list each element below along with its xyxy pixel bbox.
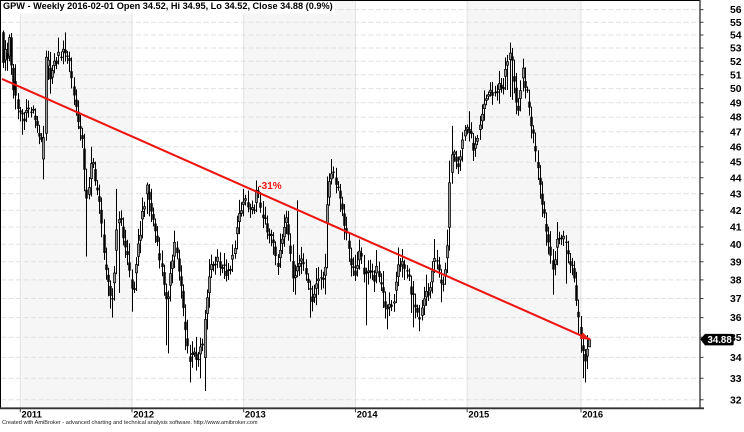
svg-text:52: 52 — [730, 57, 742, 68]
svg-text:32: 32 — [730, 395, 742, 406]
svg-text:46: 46 — [730, 142, 742, 153]
svg-text:2013: 2013 — [245, 409, 266, 420]
svg-text:43: 43 — [730, 189, 742, 200]
svg-text:56: 56 — [730, 5, 742, 16]
svg-text:47: 47 — [730, 127, 742, 138]
svg-text:50: 50 — [730, 84, 742, 95]
svg-text:55: 55 — [730, 18, 742, 29]
svg-text:38: 38 — [730, 276, 742, 287]
svg-text:37: 37 — [730, 294, 742, 305]
svg-text:49: 49 — [730, 98, 742, 109]
svg-text:2016: 2016 — [582, 409, 603, 420]
svg-text:Created with AmiBroker - advan: Created with AmiBroker - advanced charti… — [2, 420, 258, 426]
svg-text:34: 34 — [730, 353, 742, 364]
svg-text:48: 48 — [730, 113, 742, 124]
svg-text:35: 35 — [730, 333, 742, 344]
svg-text:51: 51 — [730, 70, 742, 81]
svg-text:34.88: 34.88 — [707, 335, 732, 346]
svg-text:2012: 2012 — [133, 409, 154, 420]
svg-text:2015: 2015 — [468, 409, 489, 420]
svg-text:39: 39 — [730, 257, 742, 268]
svg-text:-31%: -31% — [258, 181, 281, 192]
svg-text:42: 42 — [730, 206, 742, 217]
svg-text:40: 40 — [730, 240, 742, 251]
svg-text:54: 54 — [730, 31, 742, 42]
svg-text:41: 41 — [730, 223, 742, 234]
svg-text:33: 33 — [730, 374, 742, 385]
svg-text:36: 36 — [730, 313, 742, 324]
svg-text:2014: 2014 — [357, 409, 379, 420]
svg-text:44: 44 — [730, 173, 742, 184]
svg-text:45: 45 — [730, 158, 742, 169]
svg-text:53: 53 — [730, 44, 742, 55]
svg-text:2011: 2011 — [22, 409, 42, 420]
svg-text:GPW - Weekly 2016-02-01 Open 3: GPW - Weekly 2016-02-01 Open 34.52, Hi 3… — [3, 1, 333, 11]
